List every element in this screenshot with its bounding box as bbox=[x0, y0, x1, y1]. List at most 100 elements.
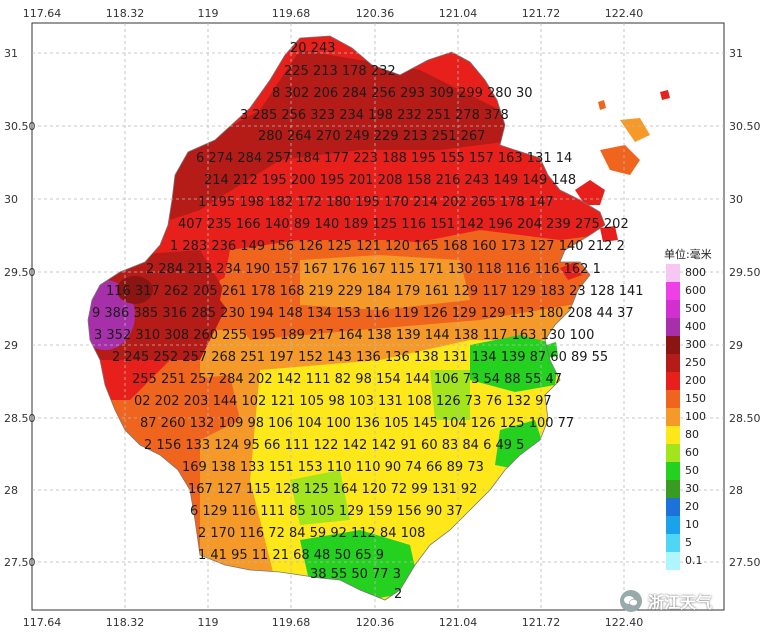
y-tick-left: 29.50 bbox=[4, 266, 36, 279]
value-row: 1 195 198 182 172 180 195 170 214 202 26… bbox=[198, 195, 554, 210]
x-tick-bottom: 119.68 bbox=[272, 616, 311, 629]
legend-label: 20 bbox=[685, 500, 699, 513]
x-tick-bottom: 120.36 bbox=[356, 616, 395, 629]
value-row: 1 283 236 149 156 126 125 121 120 165 16… bbox=[170, 239, 625, 254]
legend-swatch bbox=[666, 372, 680, 390]
legend-swatch bbox=[666, 534, 680, 552]
value-row: 2 bbox=[394, 587, 402, 602]
legend-swatch bbox=[666, 354, 680, 372]
x-tick-top: 118.32 bbox=[106, 7, 145, 20]
x-tick-bottom: 121.04 bbox=[439, 616, 478, 629]
value-row: 9 386 385 316 285 230 194 148 134 153 11… bbox=[92, 306, 634, 321]
value-row: 20 243 bbox=[290, 41, 336, 56]
graticule bbox=[32, 23, 724, 610]
x-tick-top: 121.72 bbox=[522, 7, 561, 20]
watermark: 浙江天气 bbox=[620, 586, 750, 616]
y-tick-left: 31 bbox=[4, 47, 18, 60]
x-tick-top: 117.64 bbox=[23, 7, 62, 20]
legend-title: 单位:毫米 bbox=[664, 247, 712, 261]
value-row: 38 55 50 77 3 bbox=[310, 567, 401, 582]
value-row: 255 251 257 284 202 142 111 82 98 154 14… bbox=[132, 372, 562, 387]
legend-label: 60 bbox=[685, 446, 699, 459]
value-row: 6 129 116 111 85 105 129 159 156 90 37 bbox=[190, 504, 463, 519]
y-axis-right: 31 30.50 30 29.50 29 28.50 28 27.50 bbox=[729, 47, 761, 569]
legend-label: 600 bbox=[685, 284, 706, 297]
legend-swatch bbox=[666, 516, 680, 534]
x-tick-top: 121.04 bbox=[439, 7, 478, 20]
legend: 单位:毫米 800 600 500 400 300 250 200 150 10… bbox=[664, 247, 712, 570]
legend-label: 5 bbox=[685, 536, 692, 549]
value-row: 169 138 133 151 153 110 110 90 74 66 89 … bbox=[182, 460, 484, 475]
legend-label: 150 bbox=[685, 392, 706, 405]
y-tick-left: 29 bbox=[4, 339, 18, 352]
legend-label: 250 bbox=[685, 356, 706, 369]
x-tick-top: 119.68 bbox=[272, 7, 311, 20]
y-tick-right: 28 bbox=[729, 484, 743, 497]
x-tick-top: 120.36 bbox=[356, 7, 395, 20]
legend-label: 800 bbox=[685, 266, 706, 279]
y-tick-left: 27.50 bbox=[4, 556, 36, 569]
value-row: 2 284 213 234 190 157 167 176 167 115 17… bbox=[146, 262, 601, 277]
legend-label: 10 bbox=[685, 518, 699, 531]
value-row: 167 127 115 128 125 164 120 72 99 131 92 bbox=[188, 482, 477, 497]
legend-label: 400 bbox=[685, 320, 706, 333]
x-axis-top: 117.64 118.32 119 119.68 120.36 121.04 1… bbox=[23, 7, 644, 20]
value-row: 3 352 310 308 260 255 195 189 217 164 13… bbox=[94, 328, 594, 343]
legend-label: 0.1 bbox=[685, 554, 703, 567]
legend-swatch bbox=[666, 336, 680, 354]
legend-label: 30 bbox=[685, 482, 699, 495]
x-tick-bottom: 117.64 bbox=[23, 616, 62, 629]
x-tick-bottom: 119 bbox=[198, 616, 219, 629]
y-tick-right: 27.50 bbox=[729, 556, 761, 569]
value-row: 2 156 133 124 95 66 111 122 142 142 91 6… bbox=[144, 438, 524, 453]
y-tick-left: 28 bbox=[4, 484, 18, 497]
y-tick-left: 30.50 bbox=[4, 120, 36, 133]
y-tick-right: 29.50 bbox=[729, 266, 761, 279]
legend-label: 50 bbox=[685, 464, 699, 477]
x-tick-bottom: 122.40 bbox=[605, 616, 644, 629]
legend-swatch bbox=[666, 462, 680, 480]
y-tick-right: 29 bbox=[729, 339, 743, 352]
y-tick-right: 31 bbox=[729, 47, 743, 60]
legend-label: 500 bbox=[685, 302, 706, 315]
legend-swatch bbox=[666, 552, 680, 570]
x-tick-top: 119 bbox=[198, 7, 219, 20]
legend-label: 300 bbox=[685, 338, 706, 351]
legend-swatch bbox=[666, 282, 680, 300]
value-row: 3 285 256 323 234 198 232 251 278 378 bbox=[240, 108, 509, 123]
y-tick-left: 28.50 bbox=[4, 412, 36, 425]
value-row: 87 260 132 109 98 106 104 100 136 105 14… bbox=[140, 416, 574, 431]
legend-swatch bbox=[666, 300, 680, 318]
legend-swatch bbox=[666, 264, 680, 282]
watermark-text: 浙江天气 bbox=[648, 593, 713, 612]
legend-swatch bbox=[666, 318, 680, 336]
legend-swatch bbox=[666, 498, 680, 516]
station-values: 20 243 225 213 178 232 8 302 206 284 256… bbox=[92, 41, 644, 602]
value-row: 8 302 206 284 256 293 309 299 280 30 bbox=[272, 86, 533, 101]
x-tick-bottom: 121.72 bbox=[522, 616, 561, 629]
value-row: 116 317 262 205 261 178 168 219 229 184 … bbox=[106, 284, 644, 299]
x-axis-bottom: 117.64 118.32 119 119.68 120.36 121.04 1… bbox=[23, 616, 644, 629]
legend-label: 80 bbox=[685, 428, 699, 441]
value-row: 2 245 252 257 268 251 197 152 143 136 13… bbox=[112, 350, 608, 365]
value-row: 225 213 178 232 bbox=[284, 64, 396, 79]
legend-swatch bbox=[666, 408, 680, 426]
x-tick-top: 122.40 bbox=[605, 7, 644, 20]
value-row: 214 212 195 200 195 201 208 158 216 243 … bbox=[204, 173, 576, 188]
value-row: 1 41 95 11 21 68 48 50 65 9 bbox=[198, 548, 384, 563]
value-row: 2 170 116 72 84 59 92 112 84 108 bbox=[198, 526, 425, 541]
y-tick-right: 28.50 bbox=[729, 412, 761, 425]
legend-label: 100 bbox=[685, 410, 706, 423]
province-border bbox=[87, 35, 606, 601]
value-row: 6 274 284 257 184 177 223 188 195 155 15… bbox=[196, 151, 572, 166]
legend-swatch bbox=[666, 390, 680, 408]
x-tick-bottom: 118.32 bbox=[106, 616, 145, 629]
legend-swatch bbox=[666, 480, 680, 498]
value-row: 407 235 166 140 89 140 189 125 116 151 1… bbox=[178, 217, 629, 232]
legend-label: 200 bbox=[685, 374, 706, 387]
y-tick-left: 30 bbox=[4, 193, 18, 206]
y-tick-right: 30.50 bbox=[729, 120, 761, 133]
legend-swatch bbox=[666, 444, 680, 462]
value-row: 280 264 270 249 229 213 251 267 bbox=[258, 129, 485, 144]
